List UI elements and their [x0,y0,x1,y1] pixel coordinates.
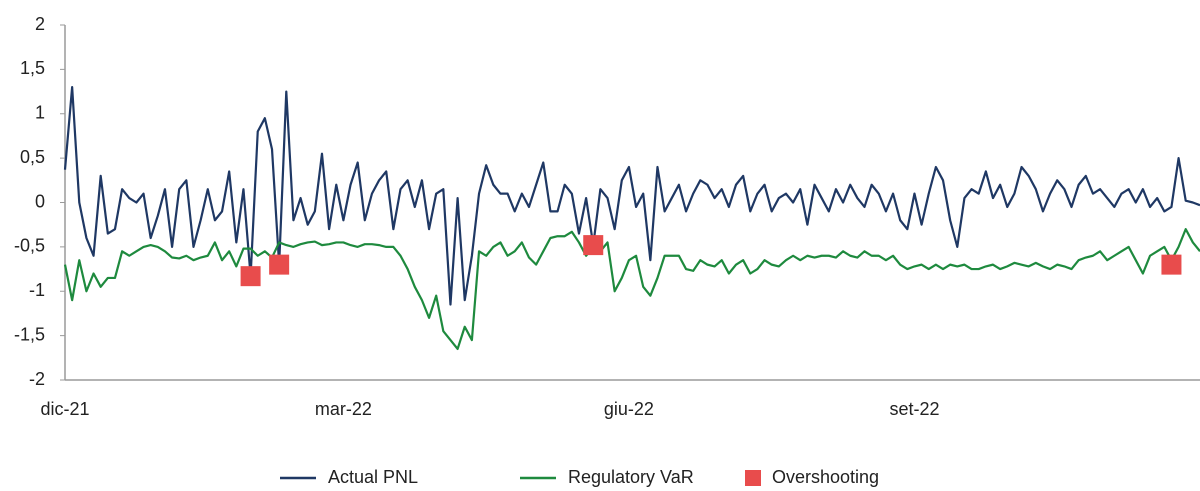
overshoot-marker [269,254,290,275]
x-tick-label: set-22 [889,399,939,419]
legend-label: Actual PNL [328,467,418,487]
y-tick-label: 0,5 [20,147,45,167]
y-tick-label: -0,5 [14,236,45,256]
x-tick-label: mar-22 [315,399,372,419]
overshoot-marker [240,266,261,287]
y-tick-label: -1,5 [14,324,45,344]
y-tick-label: 0 [35,191,45,211]
overshoot-marker [1161,254,1182,275]
line-series [63,228,1200,351]
legend-label: Overshooting [772,467,879,487]
y-tick-label: 2 [35,14,45,34]
overshoot-marker [583,235,604,256]
x-tick-label: giu-22 [604,399,654,419]
y-tick-label: 1,5 [20,58,45,78]
legend-label: Regulatory VaR [568,467,694,487]
y-tick-label: -2 [29,369,45,389]
line-series [63,86,1200,306]
x-tick-label: dic-21 [40,399,89,419]
legend-swatch [745,470,761,486]
y-tick-label: -1 [29,280,45,300]
y-tick-label: 1 [35,103,45,123]
